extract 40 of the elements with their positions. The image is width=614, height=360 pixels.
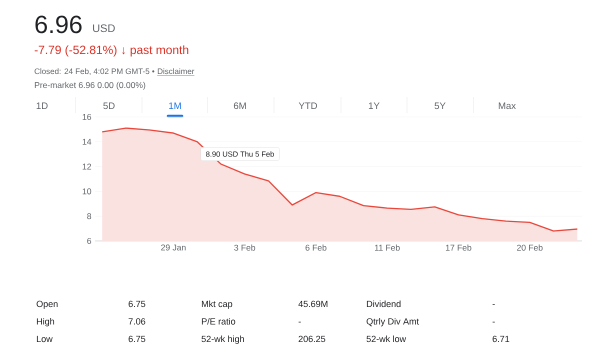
text: 1Y	[368, 102, 380, 109]
text: 206.25	[298, 336, 326, 342]
text: 1D	[36, 102, 48, 109]
text: 52-wk low	[366, 336, 406, 342]
text: Pre-market 6.96 0.00 (0.00%)	[34, 82, 146, 90]
text: 1M	[169, 102, 181, 109]
text: YTD	[298, 102, 318, 109]
text: Dividend	[366, 300, 401, 308]
text: -	[492, 304, 495, 305]
text: High	[36, 318, 54, 326]
y-tick-label: 8	[87, 213, 92, 220]
x-tick-label: 6 Feb	[306, 244, 326, 251]
text: 6.71	[492, 336, 510, 342]
x-tick-label: 17 Feb	[446, 244, 472, 251]
text: 6.75	[128, 300, 146, 308]
text: Max	[498, 102, 516, 110]
text: USD	[93, 24, 115, 32]
y-tick-label: 10	[82, 188, 92, 194]
text: Open	[36, 300, 58, 309]
text: 5Y	[434, 102, 446, 110]
x-tick-label: 20 Feb	[517, 244, 543, 251]
text: 6.75	[128, 336, 146, 342]
chart-title: 6.96	[35, 16, 82, 34]
y-tick-label: 12	[82, 164, 92, 170]
text: 6M	[234, 102, 246, 110]
text: Mkt cap	[202, 300, 232, 309]
chart-subtitle: -7.79 (-52.81%) ↓ past month	[34, 45, 188, 56]
text: 7.06	[128, 318, 146, 325]
text: 45.69M	[298, 300, 328, 308]
text: 5D	[103, 102, 115, 110]
y-tick-label: 14	[82, 138, 92, 145]
text: P/E ratio	[202, 318, 236, 325]
y-tick-label: 6	[87, 238, 92, 244]
text: Low	[36, 336, 53, 342]
x-tick-label: 29 Jan	[161, 244, 186, 250]
x-tick-label: 3 Feb	[234, 244, 256, 251]
x-tick-label: 11 Feb	[375, 244, 400, 251]
text: Qtrly Div Amt	[366, 318, 419, 326]
y-tick-label: 16	[82, 114, 92, 120]
text: 52-wk high	[202, 336, 244, 344]
